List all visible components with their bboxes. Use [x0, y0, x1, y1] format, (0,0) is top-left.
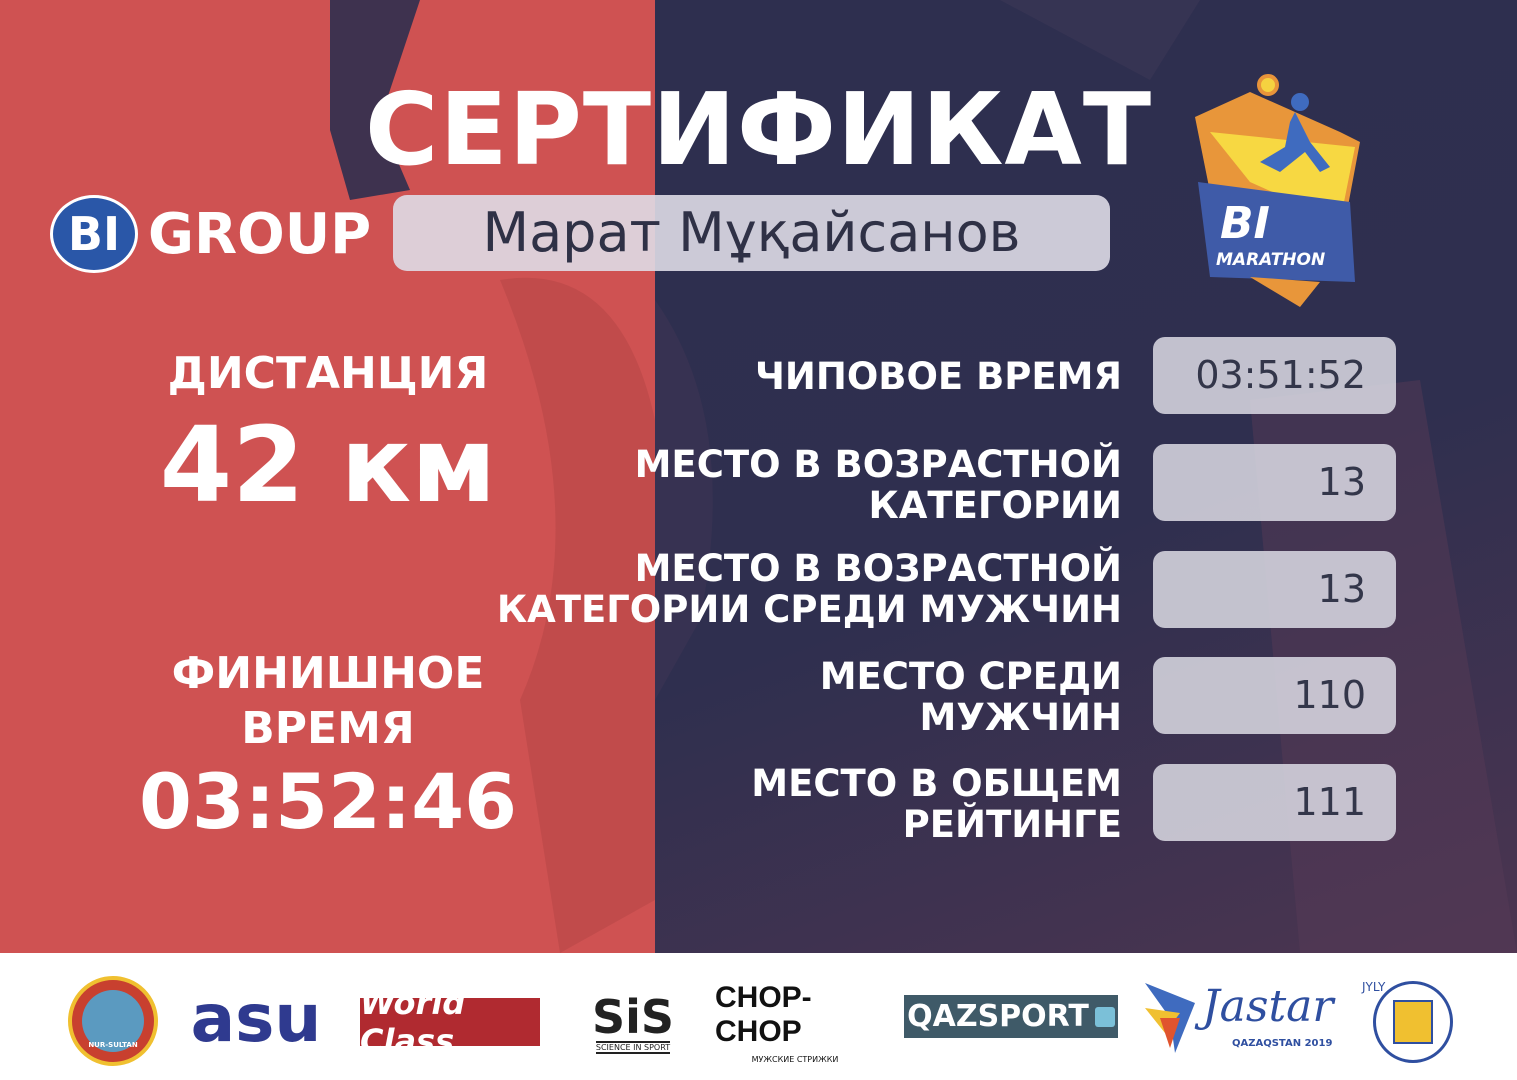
overall-place-value: 111 [1153, 764, 1396, 841]
bi-logo-mark: BI [50, 195, 138, 273]
participant-name: Марат Мұқайсанов [393, 195, 1110, 271]
qazsport-logo: QAZSPORT [904, 995, 1118, 1038]
finish-time-label-1: ФИНИШНОЕ [171, 648, 485, 699]
ministry-emblem [1373, 981, 1453, 1063]
certificate-title: СЕРТИФИКАТ [364, 71, 1153, 188]
overall-place-label: МЕСТО В ОБЩЕМ РЕЙТИНГЕ [751, 762, 1122, 846]
bi-marathon-text: MARATHON [1216, 250, 1326, 270]
distance-label: ДИСТАНЦИЯ [167, 348, 489, 399]
runner-icon [1195, 74, 1360, 307]
bi-group-logo: BI GROUP [50, 195, 371, 273]
asu-logo: asu [190, 979, 322, 1057]
chip-time-label: ЧИПОВОЕ ВРЕМЯ [754, 355, 1122, 398]
age-category-place-label: МЕСТО В ВОЗРАСТНОЙ КАТЕГОРИИ [634, 443, 1122, 527]
chop-chop-logo: CHOP-CHOP МУЖСКИЕ СТРИЖКИ [715, 980, 839, 1064]
chip-time-value: 03:51:52 [1153, 337, 1396, 414]
men-place-label: МЕСТО СРЕДИ МУЖЧИН [819, 655, 1122, 739]
bi-marathon-bi: BI [1220, 198, 1270, 249]
world-class-logo: World Class [360, 984, 540, 1060]
distance-value: 42 км [159, 404, 497, 526]
nur-sultan-emblem: NUR-SULTAN [68, 976, 158, 1066]
age-category-men-place-label: МЕСТО В ВОЗРАСТНОЙ КАТЕГОРИИ СРЕДИ МУЖЧИН [496, 547, 1122, 631]
jastar-jyly-logo: Jastar JYLY QAZAQSTAN 2019 [1140, 978, 1385, 1058]
jastar-bird-icon [1145, 983, 1195, 1053]
finish-time-label-2: ВРЕМЯ [241, 703, 415, 754]
age-category-men-place-value: 13 [1153, 551, 1396, 628]
bi-marathon-logo: BI MARATHON [1190, 72, 1365, 312]
sis-logo: SiS SCIENCE IN SPORT [591, 989, 675, 1054]
finish-time-value: 03:52:46 [138, 757, 518, 846]
sponsors-footer: NUR-SULTAN asu World Class SiS SCIENCE I… [0, 953, 1517, 1080]
age-category-place-value: 13 [1153, 444, 1396, 521]
men-place-value: 110 [1153, 657, 1396, 734]
group-logo-text: GROUP [148, 201, 372, 267]
